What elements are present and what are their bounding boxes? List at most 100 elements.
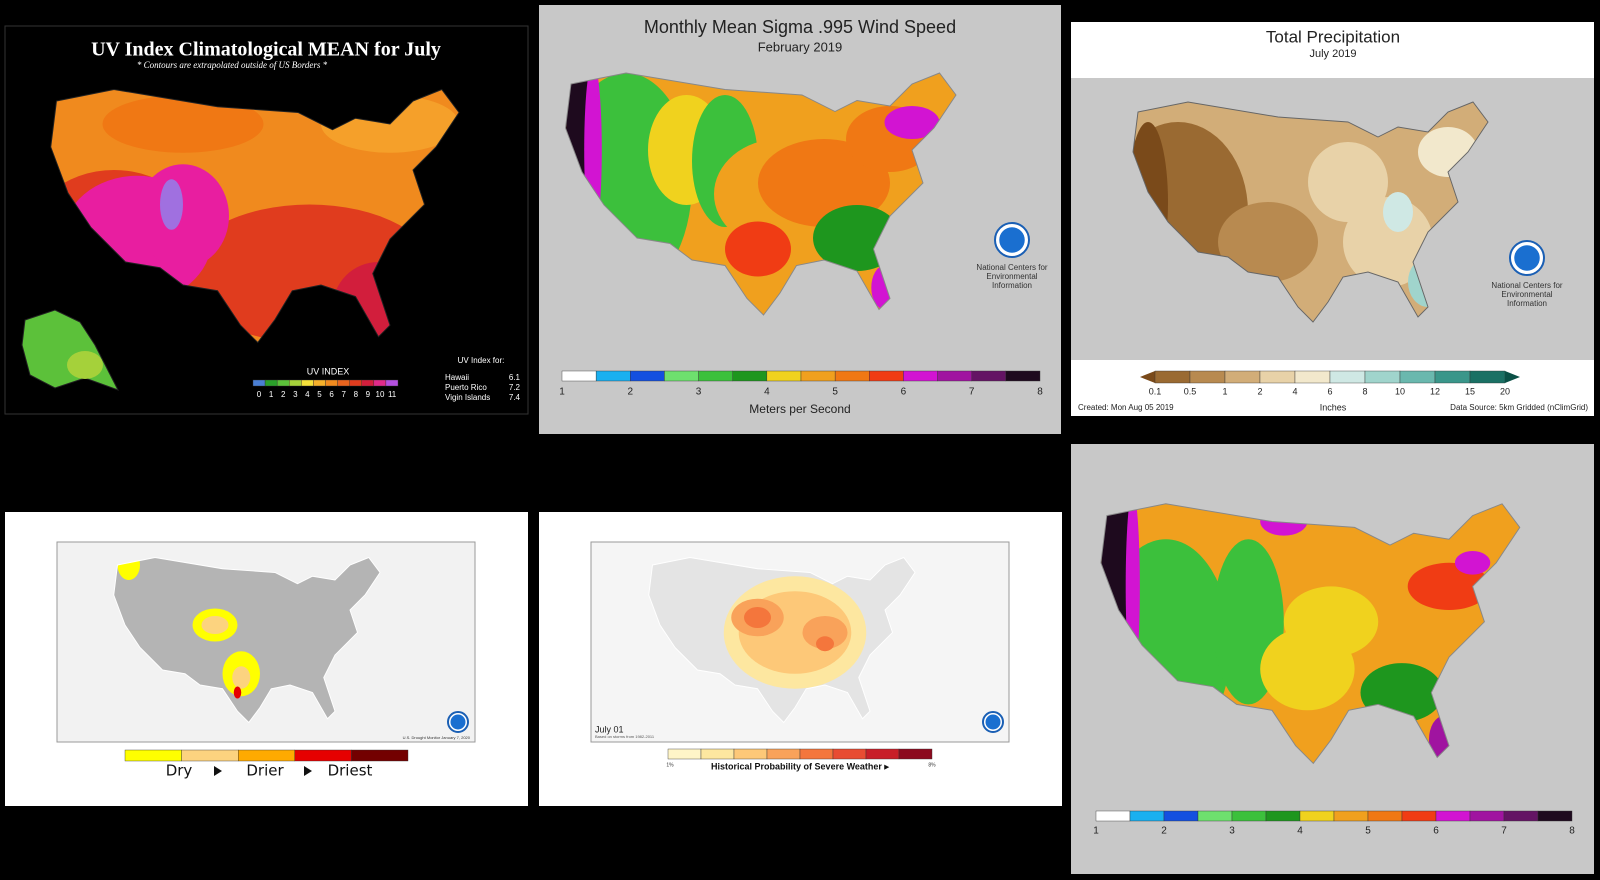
subtitle: July 2019 [1309,48,1356,60]
contour [233,686,242,699]
legend-swatch [373,379,387,387]
legend-swatch [766,370,802,382]
legend-label: Drier [246,762,284,780]
legend-swatch [294,749,352,762]
note: U.S. Drought Monitor January 7, 2020 [403,735,471,740]
legend-tick: 1 [1093,826,1099,837]
legend-swatch [1329,370,1366,384]
legend-tick: 0.5 [1184,386,1197,396]
contour [1260,627,1355,711]
title: Monthly Mean Sigma .995 Wind Speed [644,17,956,37]
contour [816,636,834,652]
legend-swatch [1399,370,1436,384]
contour [1407,562,1491,610]
legend-tick: 5 [317,390,322,399]
legend-tick: 5 [1365,826,1371,837]
legend-label: Dry [166,762,193,780]
legend-tick: 6 [329,390,334,399]
legend-tick: 1 [559,387,565,398]
legend-tick: 8 [354,390,359,399]
legend-swatch [698,370,733,382]
contour [802,616,848,649]
legend-swatch [800,370,836,382]
noaa-logo-inner [985,714,1001,730]
noaa-logo-inner [450,714,466,730]
legend-tick: 8 [1569,826,1575,837]
legend-swatch [289,379,302,387]
territory-name: Puerto Rico [445,383,487,392]
legend-swatch [766,748,801,760]
legend-tick: 6 [1433,826,1439,837]
map-contours [117,557,260,699]
legend-tick: 9 [366,390,371,399]
territories-title: UV Index for: [458,356,505,365]
legend-swatch [1154,370,1191,384]
credit: Information [1507,299,1547,308]
legend-max: 8% [928,762,936,768]
legend-tick: 10 [376,390,385,399]
legend-swatch [971,370,1007,382]
credit: National Centers for [976,263,1047,272]
legend-swatch [1435,810,1471,822]
contour [725,221,791,277]
legend-arrow-right [1505,371,1520,383]
legend-swatch [237,749,295,762]
legend-tick: 8 [1362,386,1367,396]
legend-tick: 2 [1257,386,1262,396]
legend-swatch [1469,370,1506,384]
legend-title: UV INDEX [307,366,350,376]
legend-tick: 11 [388,390,397,399]
legend-tick: 5 [832,387,838,398]
legend-swatch [1469,810,1505,822]
legend-label: Driest [328,762,373,780]
created: Created: Mon Aug 05 2019 [1078,403,1174,412]
legend-swatch [834,370,870,382]
contour [1383,192,1413,232]
legend-swatch [869,370,904,382]
map [648,557,916,723]
legend-tick: 3 [1229,826,1235,837]
legend-tick: 7 [969,387,975,398]
legend-swatch [325,379,338,387]
legend-swatch [732,370,768,382]
legend-swatch [361,379,375,387]
legend-swatch [700,748,735,760]
source: Data Source: 5km Gridded (nClimGrid) [1450,403,1588,412]
title: Total Precipitation [1266,27,1400,46]
legend-swatch [1434,370,1471,384]
territory-value: 6.1 [509,373,521,382]
contour [1218,202,1318,282]
legend-swatch [1197,810,1233,822]
legend-swatch [799,748,834,760]
legend-swatch [937,370,972,382]
legend-tick: 3 [293,390,298,399]
map-contours [723,576,867,689]
map [113,557,381,723]
legend-tick: 7 [1501,826,1507,837]
credit: National Centers for [1491,281,1562,290]
territory-name: Vigin Islands [445,393,490,402]
legend-tick: 3 [696,387,702,398]
legend-tick: 0 [257,390,262,399]
legend-swatch [1095,810,1131,822]
legend-tick: 4 [1297,826,1303,837]
contour [744,607,771,628]
legend-swatch [630,370,665,382]
legend-label: Historical Probability of Severe Weather… [711,761,889,771]
legend-swatch [124,749,182,762]
legend-swatch [865,748,900,760]
credit: Environmental [986,272,1037,281]
legend-tick: 6 [1327,386,1332,396]
legend-tick: 15 [1465,386,1475,396]
legend-swatch [1333,810,1369,822]
legend-swatch [1503,810,1539,822]
legend-swatch [1224,370,1261,384]
note: Based on storms from 1982-2011 [595,734,655,739]
axis-unit: Meters per Second [749,402,850,416]
date: July 01 [595,724,624,734]
legend-swatch [301,379,314,387]
legend-swatch [903,370,938,382]
legend-swatch [1294,370,1331,384]
legend-swatch [664,370,699,382]
legend-swatch [313,379,326,387]
